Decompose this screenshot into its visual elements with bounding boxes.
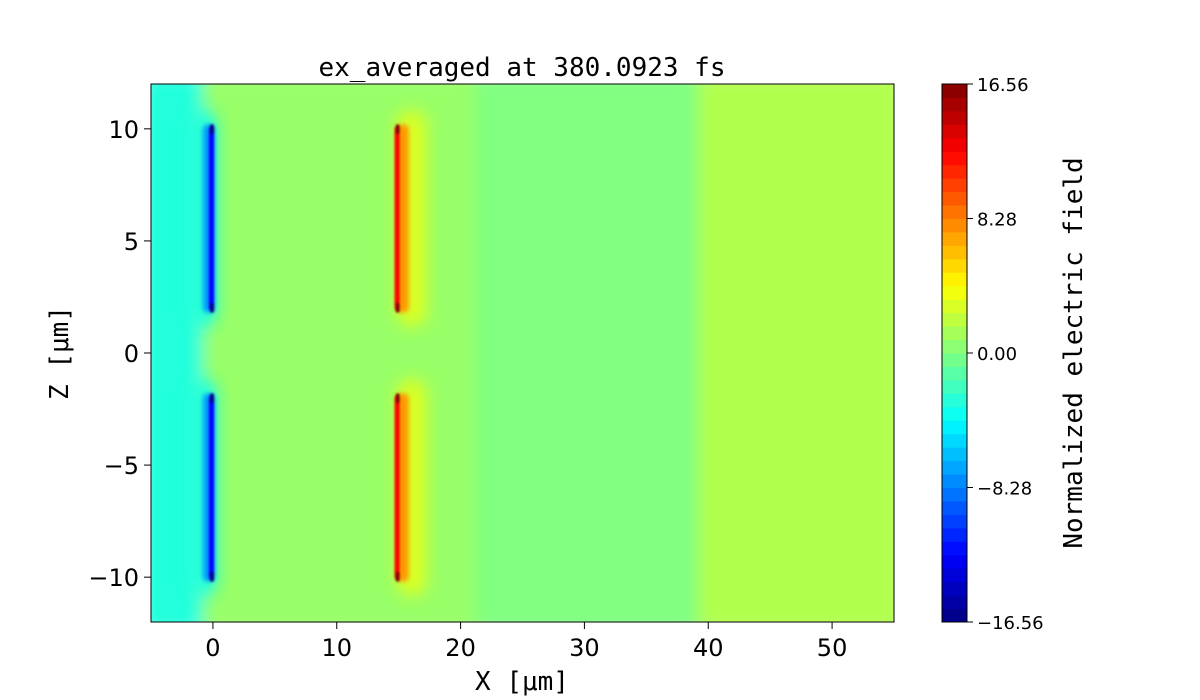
colorbar-tick-label: 0.00 (977, 344, 1017, 365)
feature-tip (209, 302, 214, 313)
feature-tip (395, 302, 400, 313)
colorbar-level (942, 541, 967, 556)
feature-edge (394, 395, 400, 580)
colorbar-level (942, 500, 967, 515)
feature-tip (395, 124, 400, 135)
colorbar-tick-label: 8.28 (977, 210, 1017, 231)
colorbar-level (942, 595, 967, 610)
colorbar-level (942, 245, 967, 260)
feature-tip (209, 571, 214, 582)
colorbar-level (942, 420, 967, 435)
colorbar (942, 84, 967, 623)
feature-core (208, 393, 214, 582)
colorbar-level (942, 110, 967, 125)
chart-title: ex_averaged at 380.0923 fs (319, 53, 726, 83)
colorbar-level (942, 433, 967, 448)
field-feature (186, 379, 217, 596)
colorbar-level (942, 339, 967, 354)
colorbar-level (942, 393, 967, 408)
colorbar-level (942, 272, 967, 287)
colorbar-level (942, 379, 967, 394)
feature-tip (395, 393, 400, 404)
y-tick-label: 0 (124, 340, 139, 368)
field-region (698, 84, 894, 622)
y-tick-label: 10 (108, 116, 139, 144)
colorbar-level (942, 137, 967, 152)
colorbar-level (942, 366, 967, 381)
colorbar-level (942, 231, 967, 246)
colorbar-tick-label: −8.28 (977, 479, 1032, 500)
colorbar-level (942, 124, 967, 139)
x-axis: 0 10 20 30 40 50 (205, 622, 847, 662)
colorbar-label: Normalized electric field (1059, 157, 1089, 548)
x-axis-label: X [μm] (475, 667, 569, 697)
x-tick-label: 10 (321, 634, 352, 662)
y-tick-label: 5 (124, 228, 139, 256)
colorbar-level (942, 554, 967, 569)
field-feature (394, 379, 427, 596)
feature-edge (208, 395, 214, 580)
colorbar-level (942, 151, 967, 166)
x-tick-label: 20 (445, 634, 476, 662)
colorbar-tick-label: 16.56 (977, 75, 1029, 96)
y-tick-label: −5 (104, 452, 139, 480)
colorbar-level (942, 527, 967, 542)
x-tick-label: 40 (693, 634, 724, 662)
colorbar-ticks: 16.56 8.28 0.00 −8.28 −16.56 (967, 75, 1044, 634)
feature-edge (394, 126, 400, 311)
colorbar-level (942, 218, 967, 233)
colorbar-level (942, 406, 967, 421)
colorbar-level (942, 178, 967, 193)
colorbar-level (942, 299, 967, 314)
feature-tip (209, 124, 214, 135)
colorbar-level (942, 97, 967, 112)
x-tick-label: 50 (817, 634, 848, 662)
colorbar-level (942, 164, 967, 179)
colorbar-level (942, 474, 967, 488)
feature-tip (395, 571, 400, 582)
x-tick-label: 30 (569, 634, 600, 662)
colorbar-level (942, 312, 967, 327)
colorbar-level (942, 568, 967, 583)
colorbar-level (942, 326, 967, 341)
field-region (202, 84, 496, 622)
colorbar-level (942, 353, 967, 367)
feature-edge (208, 126, 214, 311)
colorbar-level (942, 205, 967, 219)
field-region (475, 84, 719, 622)
colorbar-level (942, 285, 967, 300)
y-axis-label: Z [μm] (45, 306, 75, 400)
colorbar-level (942, 514, 967, 529)
colorbar-level (942, 608, 967, 623)
feature-core (208, 124, 214, 313)
feature-tip (209, 393, 214, 404)
colorbar-tick-label: −16.56 (977, 613, 1044, 634)
colorbar-level (942, 581, 967, 596)
colorbar-level (942, 447, 967, 462)
feature-core (394, 124, 400, 313)
field-regions (151, 84, 894, 622)
colorbar-level (942, 191, 967, 206)
colorbar-level (942, 84, 967, 98)
colorbar-level (942, 460, 967, 475)
y-axis: 10 5 0 −5 −10 (88, 116, 151, 592)
feature-core (394, 393, 400, 582)
colorbar-level (942, 487, 967, 502)
field-feature (186, 110, 217, 327)
x-tick-label: 0 (205, 634, 220, 662)
heatmap-plot-area (151, 84, 894, 622)
colorbar-level (942, 258, 967, 273)
field-feature (394, 110, 427, 327)
y-tick-label: −10 (88, 564, 139, 592)
